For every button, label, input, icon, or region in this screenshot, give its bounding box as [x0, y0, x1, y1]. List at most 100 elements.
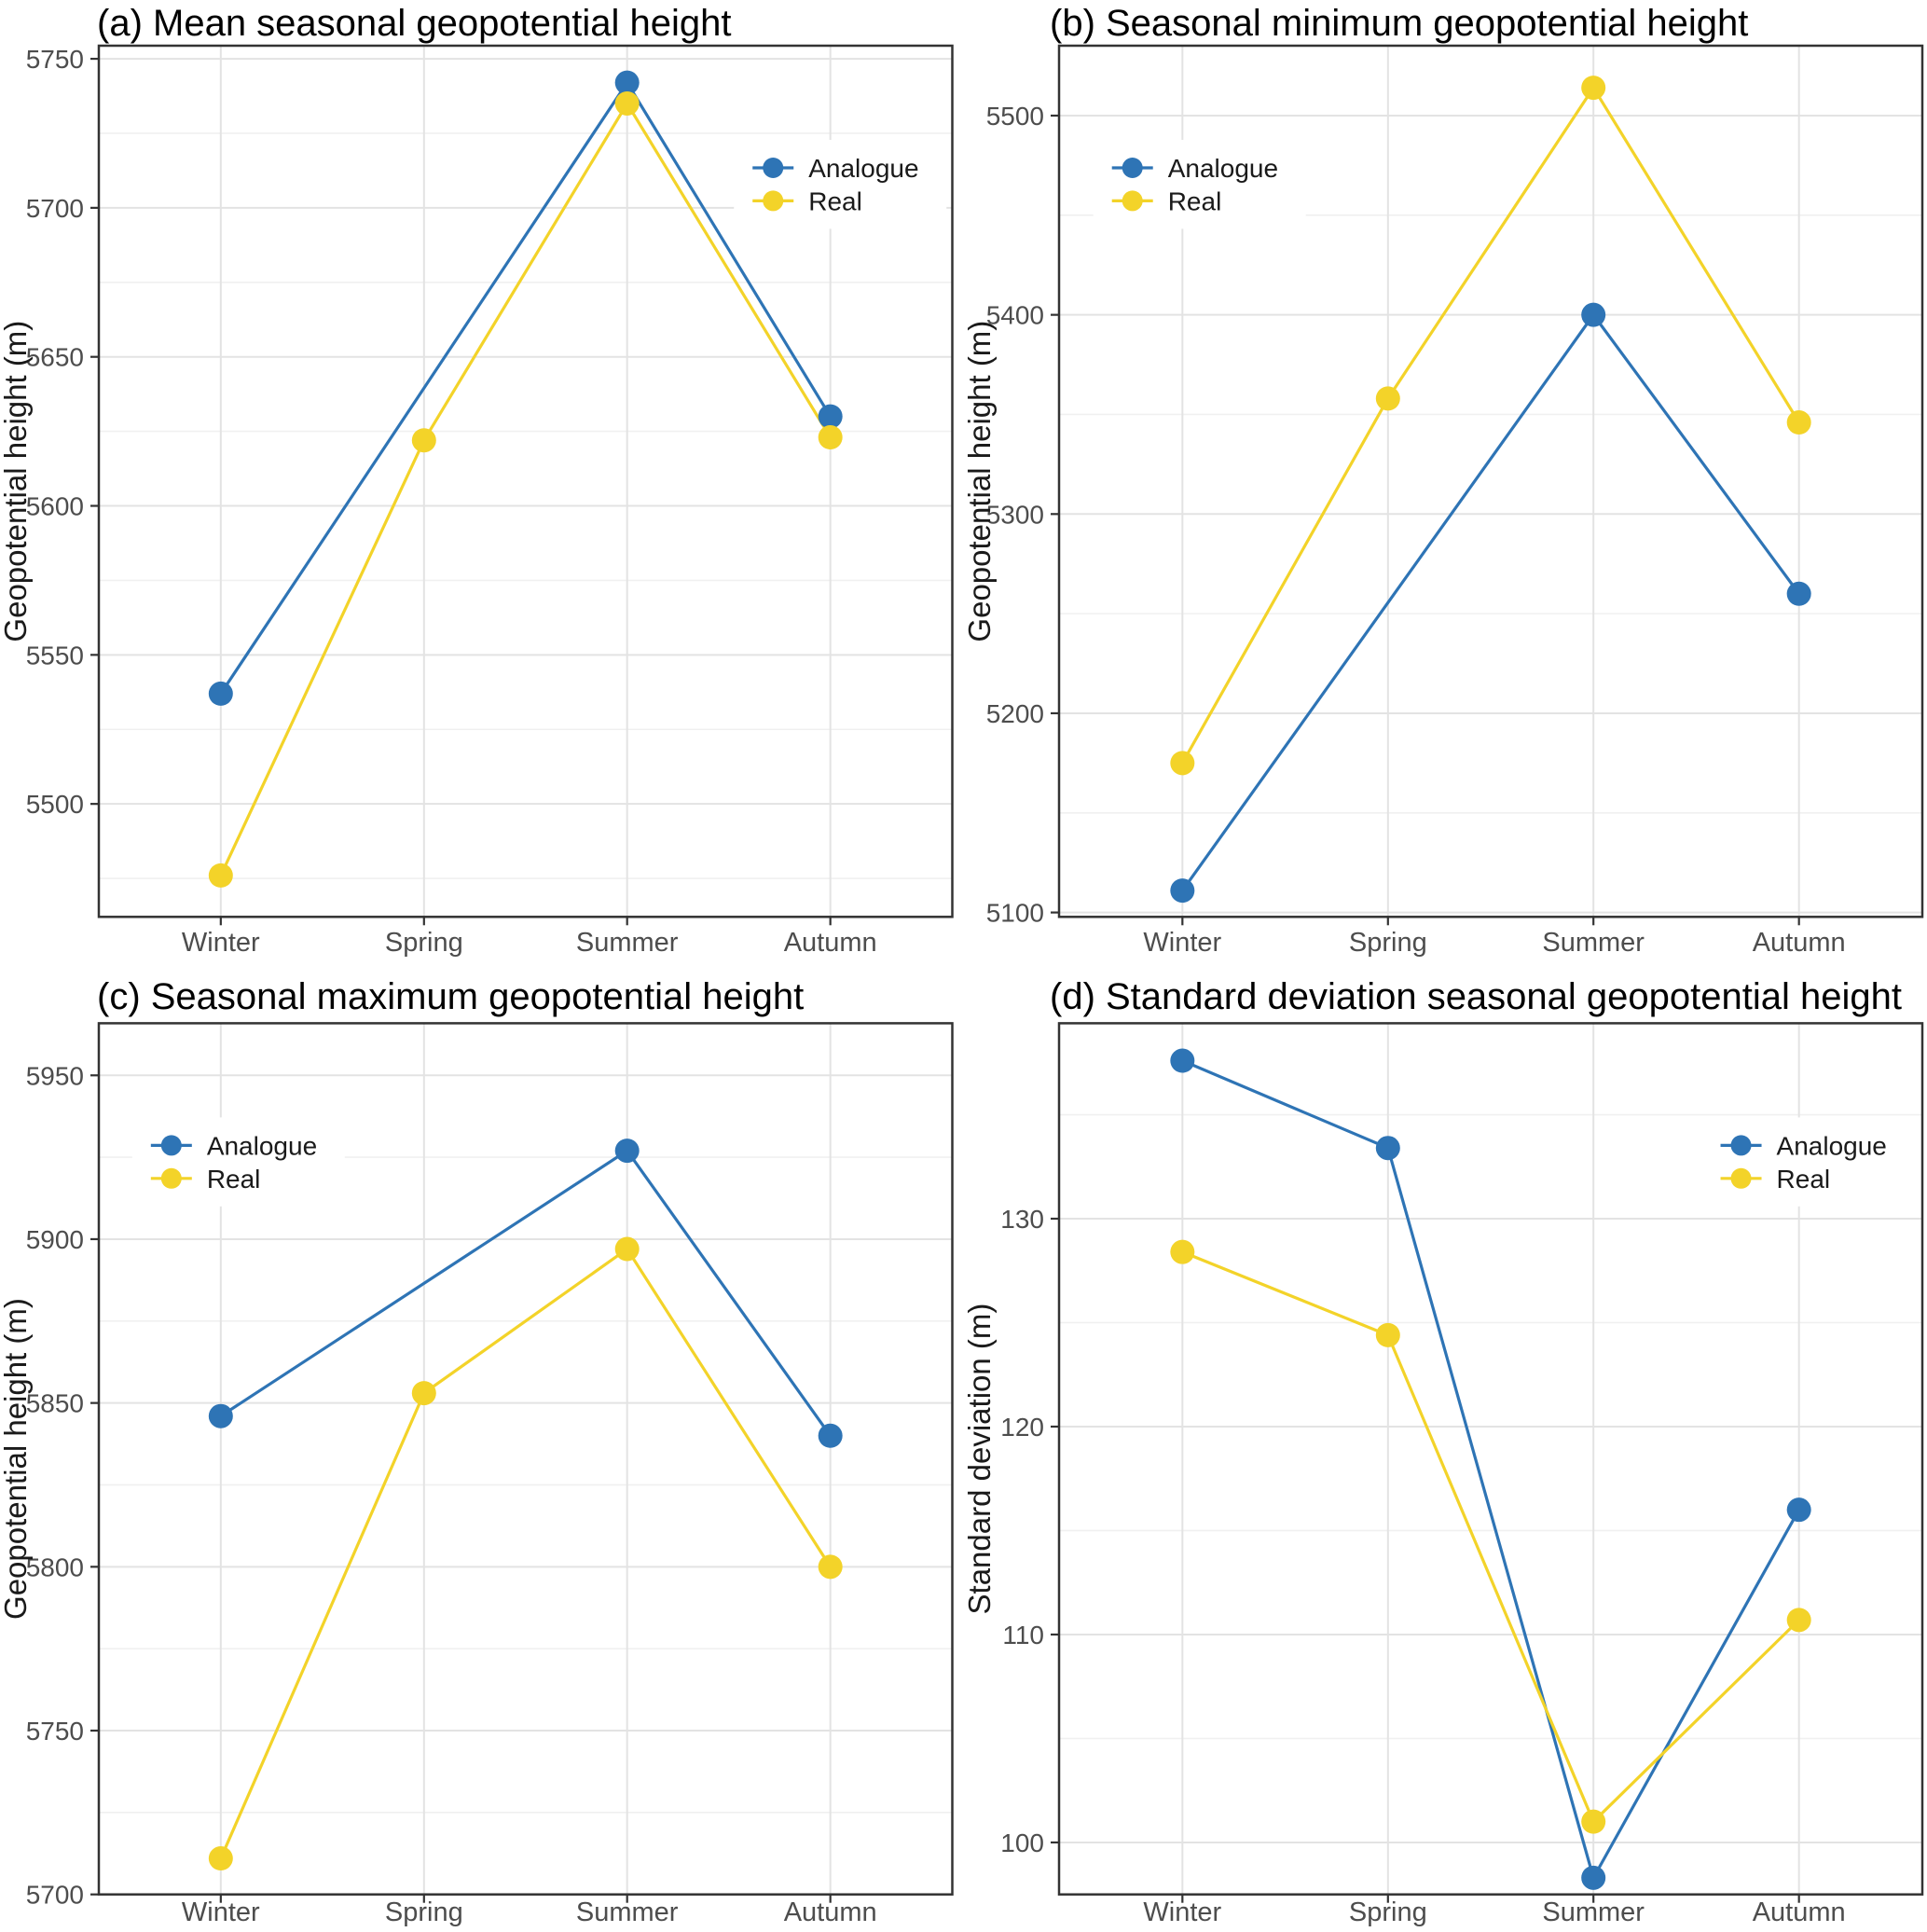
y-tick-label: 5700: [26, 194, 84, 223]
data-point-real-spring: [411, 1381, 436, 1406]
data-point-analogue-summer: [614, 70, 640, 95]
y-tick-label: 5850: [26, 1389, 84, 1418]
y-axis-label: Geopotential height (m): [0, 1298, 33, 1620]
legend-label-real: Real: [207, 1165, 261, 1194]
x-tick-label: Summer: [576, 928, 679, 958]
data-point-analogue-winter: [1170, 878, 1195, 904]
data-point-analogue-summer: [1581, 302, 1606, 327]
y-tick-label: 5750: [26, 45, 84, 74]
legend-key-dot-real: [1730, 1167, 1752, 1189]
y-tick-label: 5500: [26, 790, 84, 819]
x-tick-label: Spring: [1349, 1898, 1427, 1927]
x-tick-label: Spring: [385, 928, 463, 958]
data-point-real-winter: [1170, 751, 1195, 776]
x-tick-label: Autumn: [784, 928, 877, 958]
legend-key-dot-analogue: [160, 1135, 182, 1156]
legend-background: [734, 140, 947, 229]
panel-border: [97, 44, 954, 918]
series-line-real: [1181, 1250, 1800, 1825]
y-tick-label: 5800: [26, 1552, 84, 1581]
legend-label-real: Real: [1168, 186, 1222, 215]
data-point-real-autumn: [818, 1554, 843, 1580]
series-line-real: [219, 100, 833, 876]
x-tick-label: Autumn: [1753, 928, 1846, 958]
legend-key-dot-analogue: [763, 158, 784, 178]
y-axis-label: Standard deviation (m): [962, 1304, 997, 1615]
series-line-analogue: [1181, 311, 1800, 892]
legend-key-dot-real: [1122, 190, 1143, 212]
x-tick-label: Spring: [385, 1898, 463, 1927]
y-tick-label: 5950: [26, 1061, 84, 1090]
legend-key-dot-real: [160, 1167, 182, 1189]
y-tick-label: 5400: [986, 301, 1044, 330]
series-line-analogue: [1181, 1059, 1801, 1883]
legend-background: [131, 1117, 345, 1207]
x-tick-label: Summer: [576, 1898, 679, 1927]
x-tick-label: Winter: [1143, 1898, 1221, 1927]
legend-background: [1701, 1117, 1915, 1207]
panel-border: [1057, 1022, 1924, 1896]
data-point-real-summer: [1581, 76, 1606, 101]
x-tick-label: Summer: [1542, 1898, 1645, 1927]
panel-border: [97, 1022, 954, 1896]
legend-label-analogue: Analogue: [207, 1131, 317, 1160]
legend-key-dot-analogue: [1122, 158, 1143, 178]
data-point-analogue-autumn: [818, 1423, 843, 1448]
data-point-analogue-autumn: [1786, 1497, 1811, 1523]
y-tick-label: 110: [1002, 1621, 1044, 1649]
data-point-real-autumn: [818, 425, 843, 450]
data-point-analogue-winter: [208, 1403, 233, 1428]
legend-label-analogue: Analogue: [808, 154, 918, 183]
y-tick-label: 5300: [986, 500, 1044, 529]
legend-background: [1093, 140, 1306, 229]
data-point-real-winter: [1170, 1239, 1195, 1264]
data-point-analogue-winter: [1170, 1048, 1195, 1073]
panel-title: (a) Mean seasonal geopotential height: [97, 3, 731, 44]
y-tick-label: 130: [1000, 1205, 1044, 1234]
data-point-real-autumn: [1786, 1608, 1811, 1633]
y-axis-label: Geopotential height (m): [0, 321, 33, 642]
legend-key-dot-real: [763, 190, 784, 212]
y-tick-label: 5550: [26, 641, 84, 669]
x-tick-label: Autumn: [784, 1898, 877, 1927]
x-tick-label: Spring: [1349, 928, 1427, 958]
x-tick-label: Winter: [182, 1898, 260, 1927]
data-point-real-spring: [1375, 386, 1400, 411]
legend-label-real: Real: [808, 186, 862, 215]
panel-title: (c) Seasonal maximum geopotential height: [97, 976, 804, 1017]
data-point-real-summer: [1581, 1809, 1606, 1834]
y-tick-label: 5750: [26, 1717, 84, 1746]
legend-label-real: Real: [1777, 1165, 1831, 1194]
legend-key-dot-analogue: [1730, 1135, 1752, 1156]
data-point-real-autumn: [1786, 410, 1811, 435]
data-point-real-winter: [208, 862, 233, 888]
y-tick-label: 5650: [26, 343, 84, 372]
x-tick-label: Winter: [1143, 928, 1221, 958]
y-tick-label: 5900: [26, 1225, 84, 1254]
data-point-real-spring: [1375, 1322, 1400, 1347]
data-point-analogue-summer: [614, 1138, 640, 1164]
data-point-analogue-summer: [1581, 1865, 1606, 1890]
y-tick-label: 5500: [986, 102, 1044, 131]
y-tick-label: 5200: [986, 699, 1044, 728]
data-point-real-spring: [411, 428, 436, 453]
data-point-real-summer: [614, 1236, 640, 1262]
y-tick-label: 5700: [26, 1881, 84, 1910]
legend-label-analogue: Analogue: [1777, 1131, 1887, 1160]
x-tick-label: Autumn: [1753, 1898, 1846, 1927]
x-tick-label: Summer: [1542, 928, 1645, 958]
data-point-analogue-autumn: [1786, 581, 1811, 606]
y-tick-label: 100: [1000, 1828, 1044, 1857]
x-tick-label: Winter: [182, 928, 260, 958]
y-tick-label: 120: [1000, 1413, 1044, 1442]
data-point-analogue-winter: [208, 681, 233, 706]
data-point-analogue-autumn: [818, 404, 843, 429]
panel-title: (d) Standard deviation seasonal geopoten…: [1050, 976, 1902, 1017]
panel-title: (b) Seasonal minimum geopotential height: [1050, 3, 1748, 44]
y-tick-label: 5600: [26, 492, 84, 521]
data-point-real-winter: [208, 1846, 233, 1871]
series-line-real: [1180, 85, 1801, 765]
series-line-real: [219, 1247, 833, 1859]
data-point-analogue-spring: [1375, 1136, 1400, 1161]
